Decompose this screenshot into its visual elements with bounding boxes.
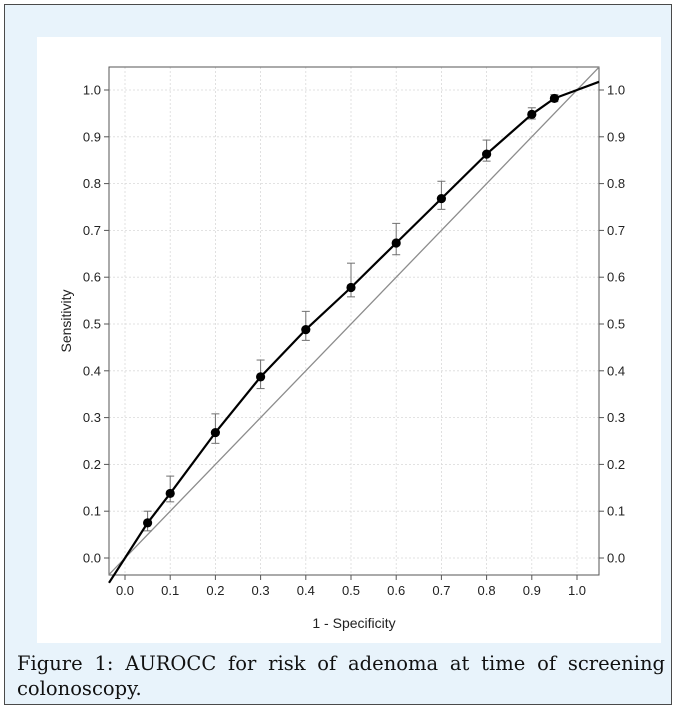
y-tick-label-right-2: 0.2 — [607, 457, 625, 472]
x-tick-label-5: 0.5 — [342, 583, 360, 598]
data-point-7 — [391, 238, 401, 248]
y-tick-label-left-7: 0.7 — [83, 223, 101, 238]
y-tick-label-right-7: 0.7 — [607, 223, 625, 238]
data-point-6 — [346, 282, 356, 293]
y-tick-label-right-4: 0.4 — [607, 363, 625, 378]
y-tick-label-left-5: 0.5 — [83, 317, 101, 332]
y-tick-label-left-3: 0.3 — [83, 410, 101, 425]
data-point-11 — [549, 93, 560, 104]
y-tick-label-right-9: 0.9 — [607, 129, 625, 144]
x-tick-label-10: 1.0 — [568, 583, 586, 598]
x-tick-label-1: 0.1 — [161, 583, 179, 598]
data-point-10 — [527, 109, 537, 119]
roc-curve-line — [108, 80, 600, 584]
x-tick-label-6: 0.6 — [387, 583, 405, 598]
x-tick-label-3: 0.3 — [252, 583, 270, 598]
data-point-2 — [165, 488, 175, 499]
x-tick-label-2: 0.2 — [206, 583, 224, 598]
x-tick-label-0: 0.0 — [116, 583, 134, 598]
x-tick-label-8: 0.8 — [478, 583, 496, 598]
y-tick-label-left-10: 1.0 — [83, 83, 101, 98]
y-tick-label-right-6: 0.6 — [607, 270, 625, 285]
x-axis-title: 1 - Specificity — [312, 615, 395, 631]
y-tick-label-right-3: 0.3 — [607, 410, 625, 425]
y-tick-label-left-2: 0.2 — [83, 457, 101, 472]
plot-frame — [108, 66, 600, 576]
data-point-1 — [143, 518, 153, 528]
y-tick-label-left-1: 0.1 — [83, 504, 101, 519]
data-point-5 — [301, 325, 311, 335]
y-tick-label-left-6: 0.6 — [83, 270, 101, 285]
x-tick-label-9: 0.9 — [523, 583, 541, 598]
x-tick-label-4: 0.4 — [297, 583, 315, 598]
y-tick-label-left-0: 0.0 — [83, 551, 101, 566]
y-tick-label-right-8: 0.8 — [607, 176, 625, 191]
y-tick-label-left-4: 0.4 — [83, 363, 101, 378]
reference-diagonal-line — [108, 66, 600, 576]
chart-panel: 0.0 0.1 0.2 0.3 0.4 0.5 0.6 0.7 0.8 0.9 1.0 0.0 0.0 0… — [37, 37, 661, 643]
y-tick-label-left-8: 0.8 — [83, 176, 101, 191]
figure-box: 0.0 0.1 0.2 0.3 0.4 0.5 0.6 0.7 0.8 0.9 1.0 0.0 0.0 0… — [4, 4, 672, 705]
y-tick-label-right-10: 1.0 — [607, 83, 625, 98]
x-tick-label-7: 0.7 — [432, 583, 450, 598]
y-tick-label-right-5: 0.5 — [607, 317, 625, 332]
figure-caption: Figure 1: AUROCC for risk of adenoma at … — [17, 652, 665, 700]
data-point-8 — [436, 193, 446, 204]
y-tick-label-left-9: 0.9 — [83, 129, 101, 144]
y-axis-title: Sensitivity — [58, 289, 74, 352]
data-point-9 — [482, 149, 492, 159]
roc-chart: 0.0 0.1 0.2 0.3 0.4 0.5 0.6 0.7 0.8 0.9 1.0 0.0 0.0 0… — [58, 66, 625, 631]
y-tick-label-right-0: 0.0 — [607, 551, 625, 566]
data-point-3 — [210, 427, 220, 438]
data-point-4 — [256, 372, 266, 382]
y-tick-label-right-1: 0.1 — [607, 504, 625, 519]
